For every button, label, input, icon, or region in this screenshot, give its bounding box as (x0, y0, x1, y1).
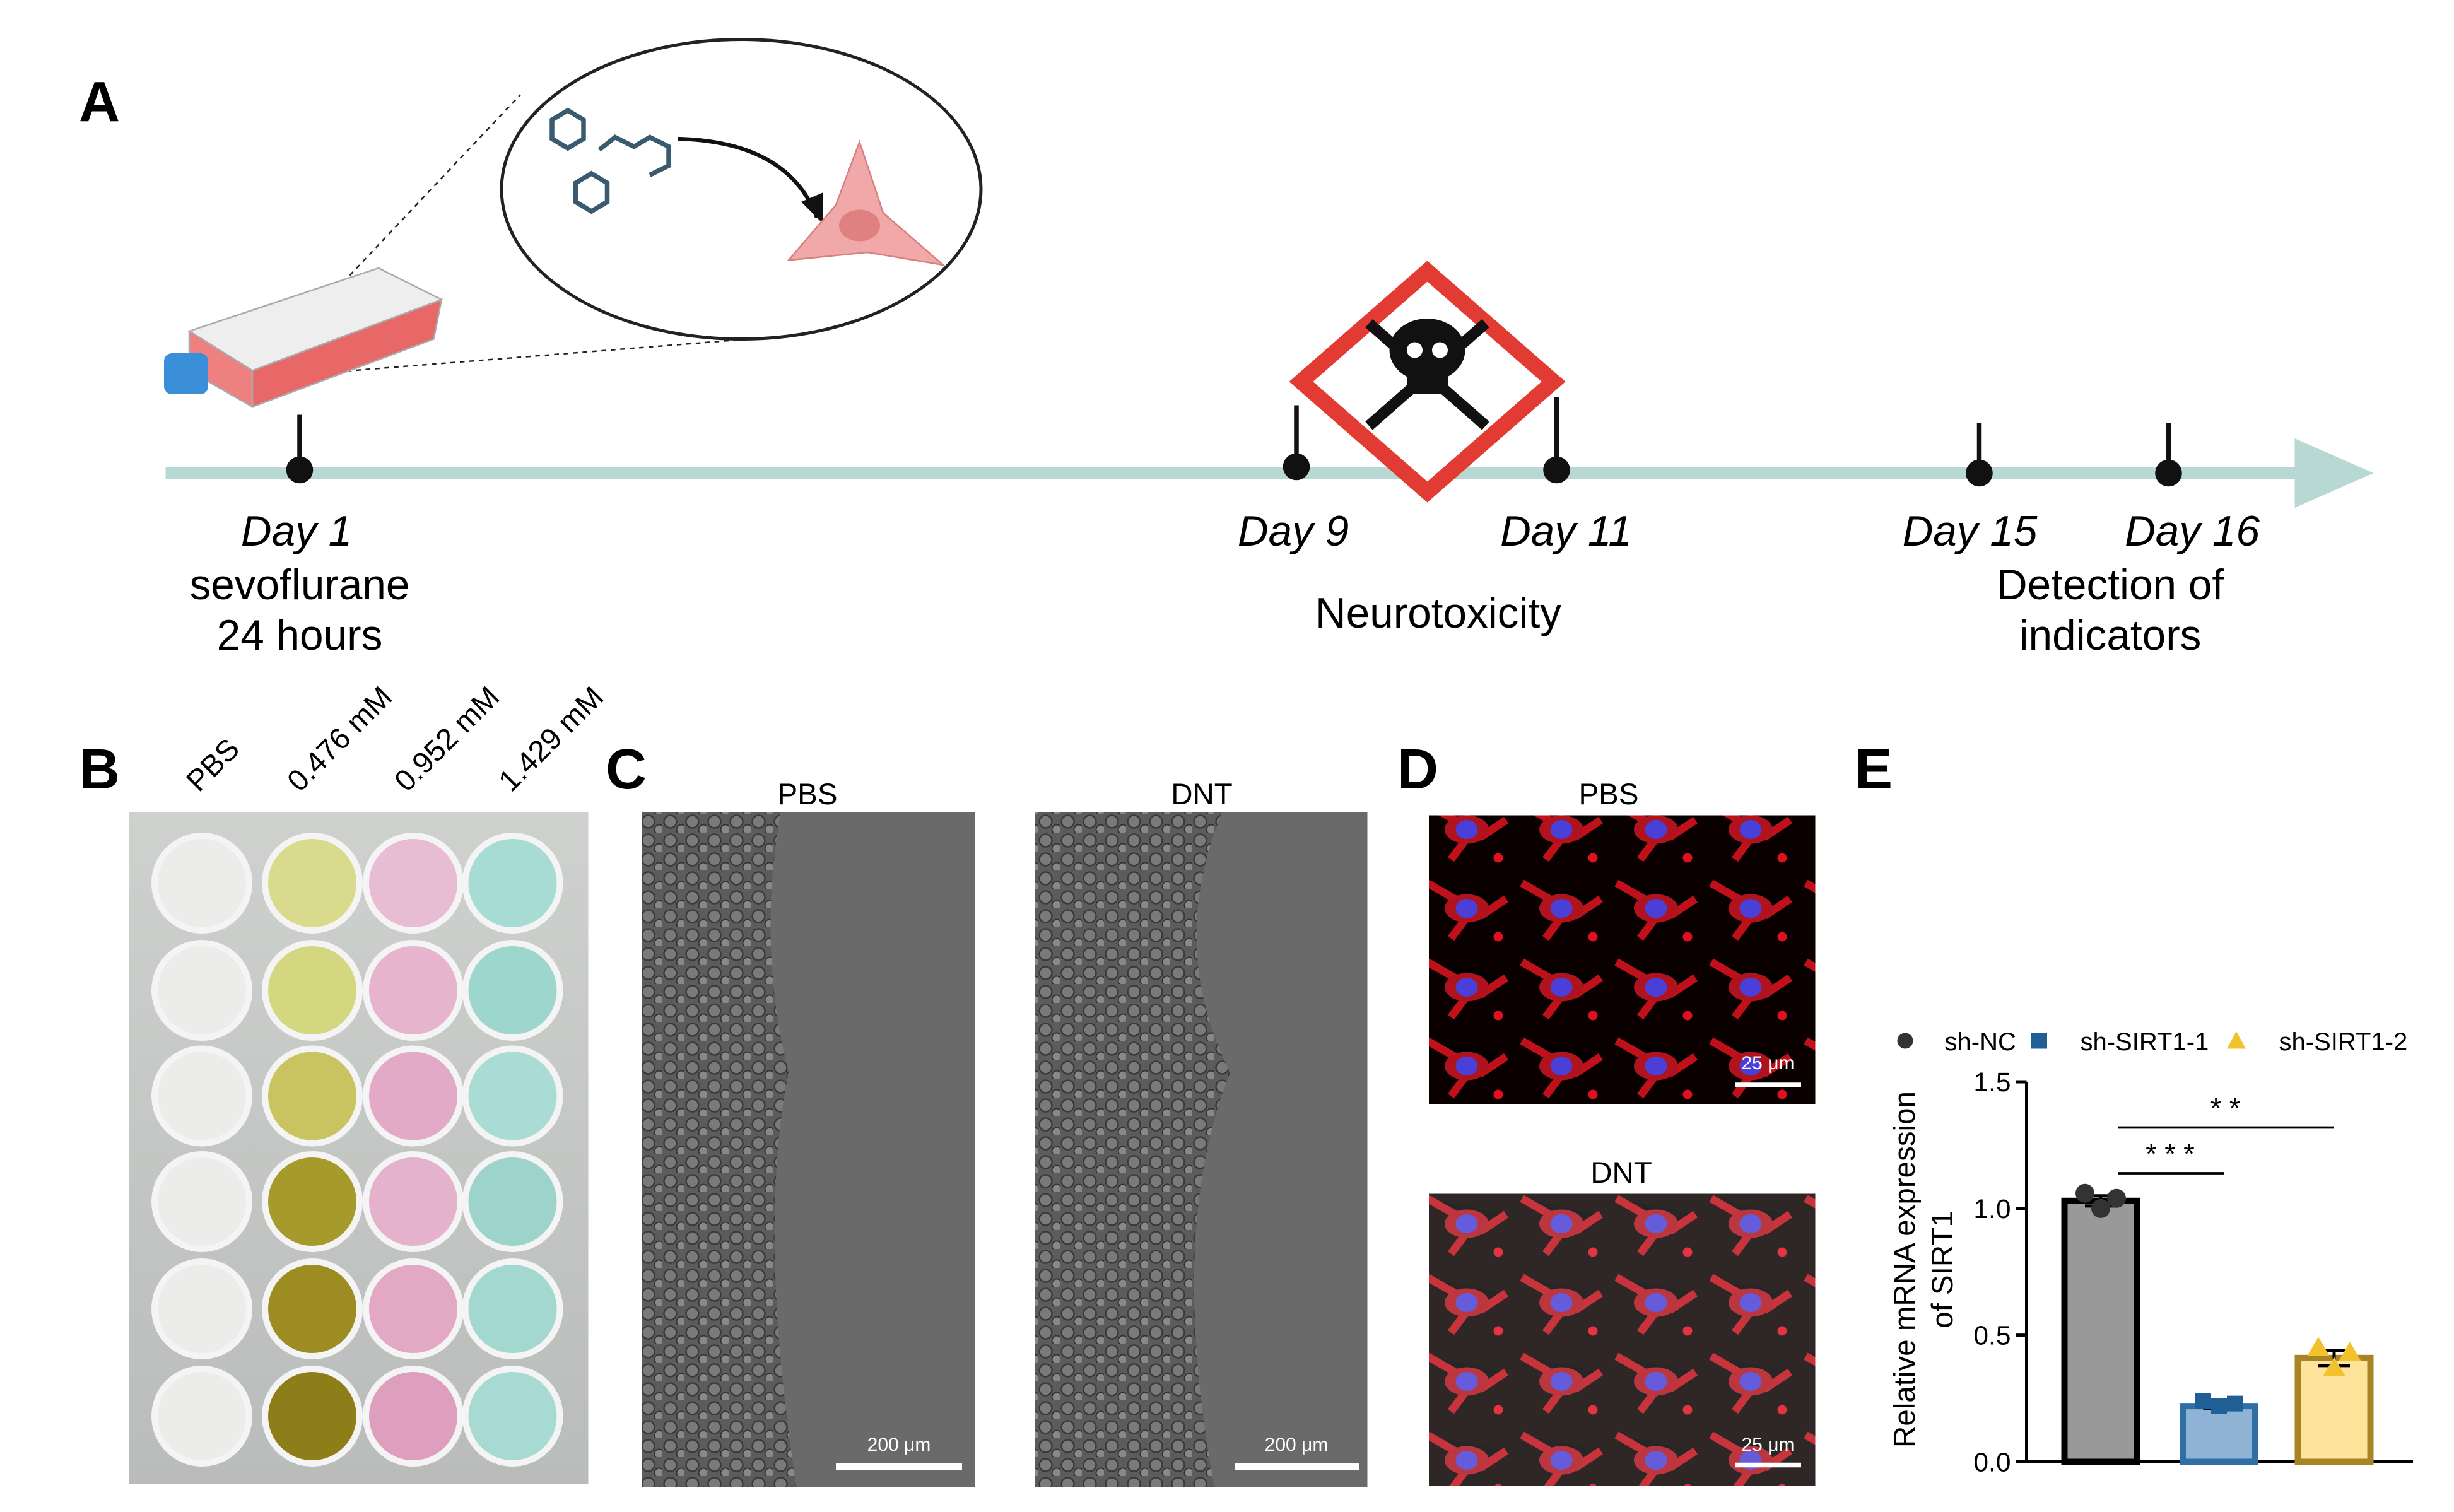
well (262, 833, 363, 934)
well (151, 1045, 252, 1147)
well (151, 1258, 252, 1360)
y-axis-label: of SIRT1 (1926, 1210, 1959, 1328)
legend-label: sh-SIRT1-1 (2081, 1028, 2209, 1056)
well (151, 940, 252, 1041)
panel-label: C (606, 738, 647, 801)
caption: Detection of (1997, 561, 2224, 609)
y-tick-label: 1.0 (1973, 1195, 2011, 1224)
panel-label: D (1397, 738, 1438, 801)
significance-label: * * (2210, 1093, 2241, 1125)
well (262, 940, 363, 1041)
timeline: Day 1 Day 9 Day 11 Day 15 Day 16 sevoflu… (164, 38, 2374, 659)
well (462, 1151, 563, 1253)
microscopy-images (642, 812, 1368, 1487)
bar (2180, 1403, 2258, 1465)
well (151, 833, 252, 934)
column-label: PBS (180, 732, 246, 799)
well (363, 1045, 464, 1147)
scale-bar-label: 200 μm (867, 1434, 931, 1455)
y-tick-label: 1.5 (1973, 1068, 2011, 1098)
day-label: Day 15 (1903, 508, 2038, 555)
well (151, 1366, 252, 1467)
legend-marker (2227, 1031, 2246, 1049)
well (262, 1151, 363, 1253)
well (462, 940, 563, 1041)
image-title: DNT (1590, 1156, 1652, 1190)
caption: 24 hours (217, 612, 383, 659)
well (363, 833, 464, 934)
bar-chart: 0.0 0.5 1.0 1.5 Relative mRNA expression of S… (1888, 1028, 2413, 1478)
well (262, 1366, 363, 1467)
scale-bar-label: 25 μm (1742, 1053, 1795, 1074)
day-label: Day 9 (1238, 508, 1349, 555)
well (462, 1045, 563, 1147)
significance-label: * * * (2146, 1138, 2195, 1170)
scale-bar-label: 25 μm (1742, 1434, 1795, 1455)
day-label: Day 16 (2125, 508, 2260, 555)
caption: indicators (2019, 612, 2202, 659)
bar (2061, 1197, 2140, 1465)
well (363, 1258, 464, 1360)
fluorescence-images (1429, 815, 1816, 1486)
well (462, 1366, 563, 1467)
y-tick-label: 0.0 (1973, 1448, 2011, 1478)
caption: sevoflurane (190, 561, 410, 609)
legend-label: sh-NC (1945, 1028, 2016, 1056)
well (262, 1258, 363, 1360)
well (462, 833, 563, 934)
scale-bar-label: 200 μm (1265, 1434, 1329, 1455)
data-point (2195, 1393, 2211, 1409)
well (363, 1151, 464, 1253)
legend-marker (1897, 1033, 1913, 1049)
column-label: 1.429 mM (492, 680, 610, 798)
image-title: PBS (1578, 778, 1638, 811)
data-point (2307, 1337, 2330, 1356)
image-title: DNT (1171, 778, 1233, 811)
legend-marker (2031, 1033, 2047, 1049)
y-axis-label: Relative mRNA expression (1888, 1091, 1922, 1448)
panel-label: B (79, 738, 120, 801)
well-plate-photo (129, 812, 589, 1484)
data-point (2075, 1183, 2094, 1203)
legend-label: sh-SIRT1-2 (2279, 1028, 2408, 1056)
data-point (2091, 1198, 2110, 1218)
data-point (2211, 1398, 2227, 1414)
column-label: 0.952 mM (388, 680, 506, 798)
well (363, 1366, 464, 1467)
data-point (2227, 1395, 2243, 1412)
well (262, 1045, 363, 1147)
caption: Neurotoxicity (1315, 590, 1561, 637)
well (151, 1151, 252, 1253)
well (363, 940, 464, 1041)
day-label: Day 1 (241, 508, 352, 555)
day-label: Day 11 (1500, 508, 1632, 555)
panel-label: A (79, 71, 120, 134)
image-title: PBS (777, 778, 837, 811)
data-point (2323, 1357, 2345, 1376)
well (462, 1258, 563, 1360)
y-tick-label: 0.5 (1973, 1322, 2011, 1351)
column-label: 0.476 mM (281, 680, 399, 798)
data-point (2107, 1188, 2126, 1208)
data-point (2339, 1342, 2361, 1361)
panel-label: E (1855, 738, 1893, 801)
